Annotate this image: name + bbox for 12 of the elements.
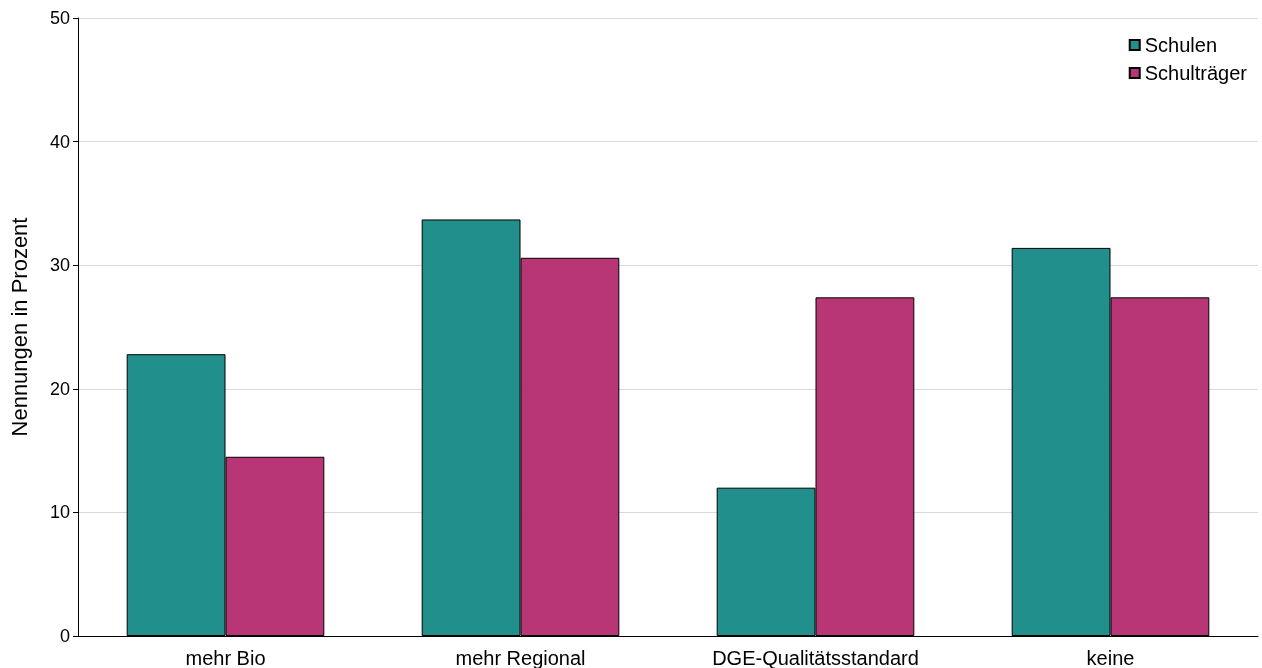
y-tick-label: 0 <box>59 626 70 646</box>
y-tick-label: 30 <box>49 255 70 276</box>
x-tick-label: mehr Bio <box>185 647 266 668</box>
y-tick-label: 50 <box>49 8 70 28</box>
legend-label: Schulträger <box>1144 62 1248 84</box>
x-tick-label: keine <box>1086 647 1135 668</box>
y-tick-label: 10 <box>49 502 70 523</box>
y-tick-label: 20 <box>49 378 70 399</box>
y-tick-label: 40 <box>49 131 70 152</box>
legend-label: Schulen <box>1144 34 1218 56</box>
x-tick-label: DGE-Qualitätsstandard <box>712 647 919 668</box>
y-axis-title: Nennungen in Prozent <box>6 217 32 437</box>
